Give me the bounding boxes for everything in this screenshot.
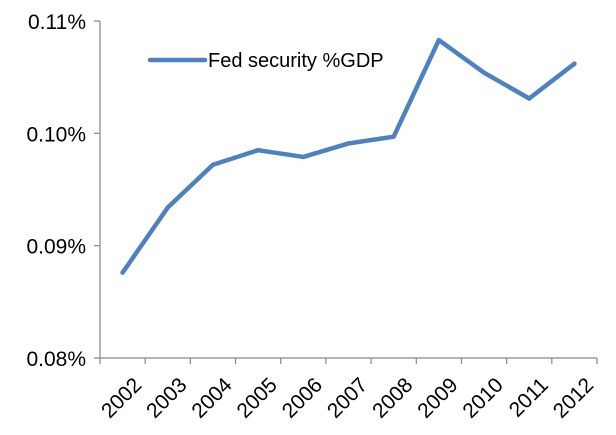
- data-point: [436, 37, 442, 43]
- legend: Fed security %GDP: [147, 50, 384, 72]
- data-point: [346, 141, 351, 146]
- data-point: [527, 96, 532, 101]
- axes: [94, 20, 598, 364]
- data-point: [120, 270, 125, 275]
- x-tick-label: 2006: [278, 373, 327, 422]
- data-point: [255, 147, 261, 153]
- data-point: [481, 70, 487, 75]
- data-point: [391, 134, 396, 139]
- x-tick-label: 2012: [549, 373, 598, 422]
- x-tick-label: 2003: [142, 373, 191, 422]
- y-tick-label: 0.08%: [26, 348, 86, 371]
- y-tick-label: 0.11%: [28, 11, 86, 34]
- series-line: [120, 37, 577, 275]
- x-tick-label: 2011: [505, 373, 553, 421]
- tick-labels: 0.11% 0.10% 0.09% 0.08% 20022003200420052006…: [26, 11, 598, 423]
- x-tick-label: 2005: [233, 373, 282, 422]
- x-tick-label: 2004: [187, 373, 237, 423]
- data-point: [165, 205, 170, 210]
- x-tick-label: 2010: [458, 373, 507, 422]
- data-point: [210, 162, 216, 167]
- y-tick-label: 0.09%: [26, 236, 86, 259]
- x-tick-label: 2009: [413, 373, 462, 422]
- x-tick-label: 2002: [97, 373, 146, 422]
- series-layer: [120, 37, 577, 275]
- data-point: [301, 154, 306, 160]
- x-tick-label: 2008: [368, 373, 417, 422]
- x-tick-label: 2007: [323, 373, 372, 422]
- data-point: [572, 61, 577, 66]
- legend-label: Fed security %GDP: [208, 50, 384, 72]
- y-tick-label: 0.10%: [26, 123, 86, 146]
